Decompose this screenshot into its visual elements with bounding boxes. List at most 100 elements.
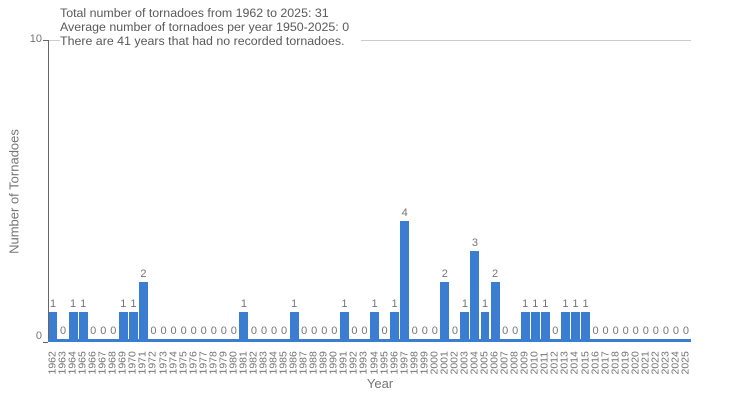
bar-value-label-2004: 3 <box>471 237 479 250</box>
bar-value-label-1998: 0 <box>411 325 418 337</box>
x-axis-baseline <box>48 339 691 342</box>
bar-2010 <box>530 311 540 342</box>
bar-value-label-1973: 0 <box>160 325 167 337</box>
bar-value-label-1991: 1 <box>341 297 348 310</box>
bar-value-label-1976: 0 <box>190 325 197 337</box>
bar-value-label-2021: 0 <box>642 325 649 337</box>
bar-value-label-2009: 1 <box>522 297 529 310</box>
bar-value-label-2007: 0 <box>502 325 509 337</box>
y-tick-mark-0 <box>43 342 48 343</box>
bar-value-label-2006: 2 <box>492 267 499 280</box>
bar-value-label-1997: 4 <box>401 207 408 220</box>
bar-value-label-1977: 0 <box>200 325 207 337</box>
bar-value-label-2017: 0 <box>602 325 609 337</box>
bar-value-label-1964: 1 <box>70 297 77 310</box>
bar-value-label-2019: 0 <box>622 325 629 337</box>
bar-value-label-1986: 1 <box>291 297 298 310</box>
bar-value-label-2022: 0 <box>652 325 659 337</box>
bar-2015 <box>580 311 590 342</box>
bar-value-label-2000: 0 <box>431 325 438 337</box>
bar-value-label-1990: 0 <box>331 325 338 337</box>
bar-value-label-1985: 0 <box>281 325 288 337</box>
bar-1994 <box>370 311 379 342</box>
bar-1991 <box>339 311 349 342</box>
bar-value-label-2020: 0 <box>632 325 639 337</box>
bar-value-label-1975: 0 <box>180 325 187 337</box>
bar-value-label-1974: 0 <box>170 325 177 337</box>
bar-value-label-2005: 1 <box>481 297 489 310</box>
bar-value-label-1967: 0 <box>100 325 107 337</box>
bar-value-label-1965: 1 <box>80 297 87 310</box>
bar-1970 <box>128 311 138 342</box>
bar-2011 <box>540 311 550 342</box>
bar-value-label-2023: 0 <box>662 325 669 337</box>
bar-value-label-1981: 1 <box>240 297 247 310</box>
bar-1971 <box>138 281 148 342</box>
bar-1986 <box>289 311 299 342</box>
bar-value-label-2012: 0 <box>552 325 559 337</box>
bar-value-label-1962: 1 <box>49 297 57 310</box>
bar-value-label-2010: 1 <box>532 297 539 310</box>
bar-value-label-2016: 0 <box>592 325 599 337</box>
bar-value-label-1968: 0 <box>110 325 117 337</box>
bar-value-label-1979: 0 <box>220 325 227 337</box>
bar-value-label-1996: 1 <box>391 297 398 310</box>
bar-1969 <box>118 311 128 342</box>
bar-2005 <box>480 311 490 342</box>
bar-2009 <box>520 311 530 342</box>
bar-value-label-2014: 1 <box>572 297 579 310</box>
bar-value-label-1989: 0 <box>321 325 328 337</box>
bar-2003 <box>460 311 470 342</box>
bar-value-label-2003: 1 <box>461 297 468 310</box>
bar-value-label-1963: 0 <box>60 325 67 337</box>
bar-1962 <box>48 311 58 342</box>
bar-value-label-2018: 0 <box>612 325 619 337</box>
bar-1965 <box>78 311 88 342</box>
bar-1964 <box>68 311 78 342</box>
y-axis-title: Number of Tornadoes <box>6 129 22 254</box>
bar-value-label-1993: 0 <box>361 325 368 337</box>
bar-value-label-1984: 0 <box>270 325 278 337</box>
y-tick-mark-10 <box>43 40 48 41</box>
bar-2004 <box>470 251 480 342</box>
bar-value-label-1994: 1 <box>371 297 378 310</box>
bar-value-label-1995: 0 <box>381 325 388 337</box>
bar-1997 <box>400 221 410 342</box>
bar-value-label-2025: 0 <box>682 325 690 337</box>
bar-1996 <box>390 311 400 342</box>
chart-title: Total number of tornadoes from 1962 to 2… <box>60 4 362 51</box>
chart-title-line-1: Total number of tornadoes from 1962 to 2… <box>60 6 329 20</box>
bar-value-label-2002: 0 <box>451 325 458 337</box>
bar-value-label-2013: 1 <box>562 297 569 310</box>
bar-value-label-2001: 2 <box>441 267 448 280</box>
bar-value-label-1992: 0 <box>351 325 358 337</box>
bar-1981 <box>239 311 249 342</box>
bar-value-label-1969: 1 <box>120 297 127 310</box>
bar-2013 <box>560 311 570 342</box>
bar-value-label-2011: 1 <box>542 297 549 310</box>
bar-value-label-1982: 0 <box>250 325 258 337</box>
bar-value-label-1972: 0 <box>150 325 157 337</box>
bar-2006 <box>490 281 500 342</box>
bar-value-label-2024: 0 <box>672 325 679 337</box>
bar-value-label-1980: 0 <box>230 325 237 337</box>
chart-title-line-2: Average number of tornadoes per year 195… <box>60 20 350 35</box>
bar-value-label-1988: 0 <box>311 325 318 337</box>
x-tick-label-2025: 2025 <box>679 350 692 374</box>
y-tick-label-0: 0 <box>35 330 42 342</box>
bar-2014 <box>570 311 580 342</box>
bar-value-label-1987: 0 <box>301 325 308 337</box>
bar-value-label-1999: 0 <box>421 325 428 337</box>
bar-value-label-2008: 0 <box>512 325 519 337</box>
chart-title-line-3: There are 41 years that had no recorded … <box>60 34 345 49</box>
bar-value-label-1966: 0 <box>90 325 97 337</box>
bar-value-label-2015: 1 <box>582 297 589 310</box>
bar-value-label-1971: 2 <box>140 267 147 280</box>
y-axis-line <box>48 40 49 342</box>
bar-value-label-1970: 1 <box>130 297 137 310</box>
gridline-y10 <box>48 40 691 41</box>
bar-value-label-1983: 0 <box>260 325 268 337</box>
bar-value-label-1978: 0 <box>210 325 217 337</box>
bar-2001 <box>440 281 450 342</box>
